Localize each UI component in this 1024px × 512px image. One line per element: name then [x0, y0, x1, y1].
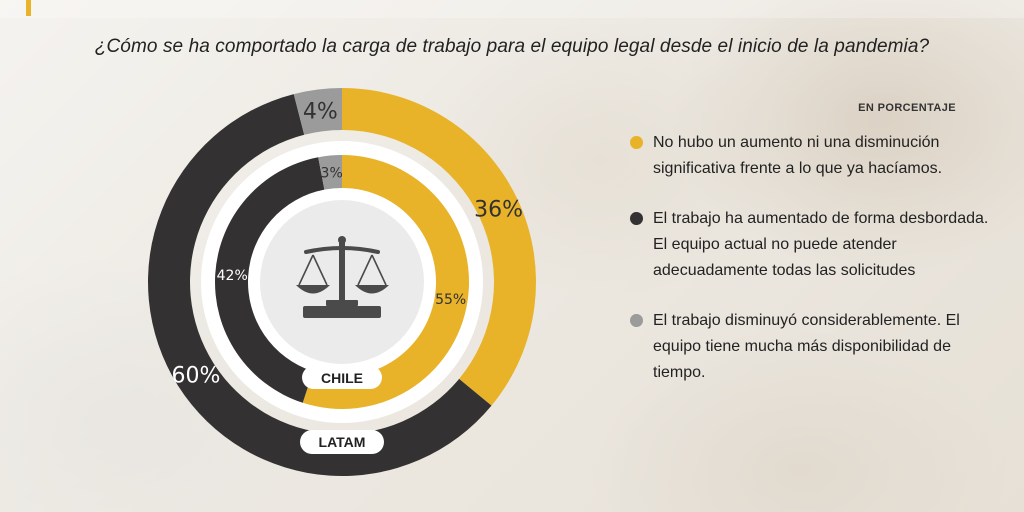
legend: No hubo un aumento ni una disminución si…: [630, 130, 1010, 410]
unit-label: EN PORCENTAJE: [858, 102, 956, 114]
chile-slice-label-1: 55%: [435, 292, 466, 308]
chile-slice-1: [302, 155, 469, 409]
pill-latam-label: LATAM: [319, 434, 366, 450]
pill-chile-label: CHILE: [321, 370, 363, 386]
pill-latam: LATAM: [300, 430, 384, 454]
latam-slice-label-2: 60%: [171, 364, 220, 389]
latam-slice-label-3: 4%: [303, 99, 338, 124]
chile-slice-label-2: 42%: [217, 268, 248, 284]
legend-text: El trabajo disminuyó considerablemente. …: [653, 312, 960, 381]
inner-ring-chile: [214, 155, 469, 409]
chile-slice-label-3: 3%: [321, 166, 343, 182]
latam-slice-3: [293, 88, 342, 135]
chile-slice-2: [214, 157, 325, 403]
chile-slice-3: [318, 155, 342, 190]
legend-dot: [630, 136, 643, 149]
legend-text: El trabajo ha aumentado de forma desbord…: [653, 210, 989, 279]
latam-slice-1: [342, 88, 536, 406]
chart-title: ¿Cómo se ha comportado la carga de traba…: [94, 36, 930, 57]
legend-dot: [630, 212, 643, 225]
top-band: [0, 0, 1024, 18]
legend-item-increased: El trabajo ha aumentado de forma desbord…: [630, 206, 1010, 284]
accent-bar: [26, 0, 31, 16]
scales-of-justice-icon: [296, 236, 389, 318]
outer-ring-latam: [147, 88, 536, 477]
legend-item-no-change: No hubo un aumento ni una disminución si…: [630, 130, 1010, 182]
latam-slice-label-1: 36%: [474, 197, 523, 222]
latam-slice-2: [147, 94, 492, 477]
pill-chile: CHILE: [302, 366, 382, 389]
legend-text: No hubo un aumento ni una disminución si…: [653, 134, 943, 177]
legend-dot: [630, 314, 643, 327]
legend-item-decreased: El trabajo disminuyó considerablemente. …: [630, 308, 1010, 386]
